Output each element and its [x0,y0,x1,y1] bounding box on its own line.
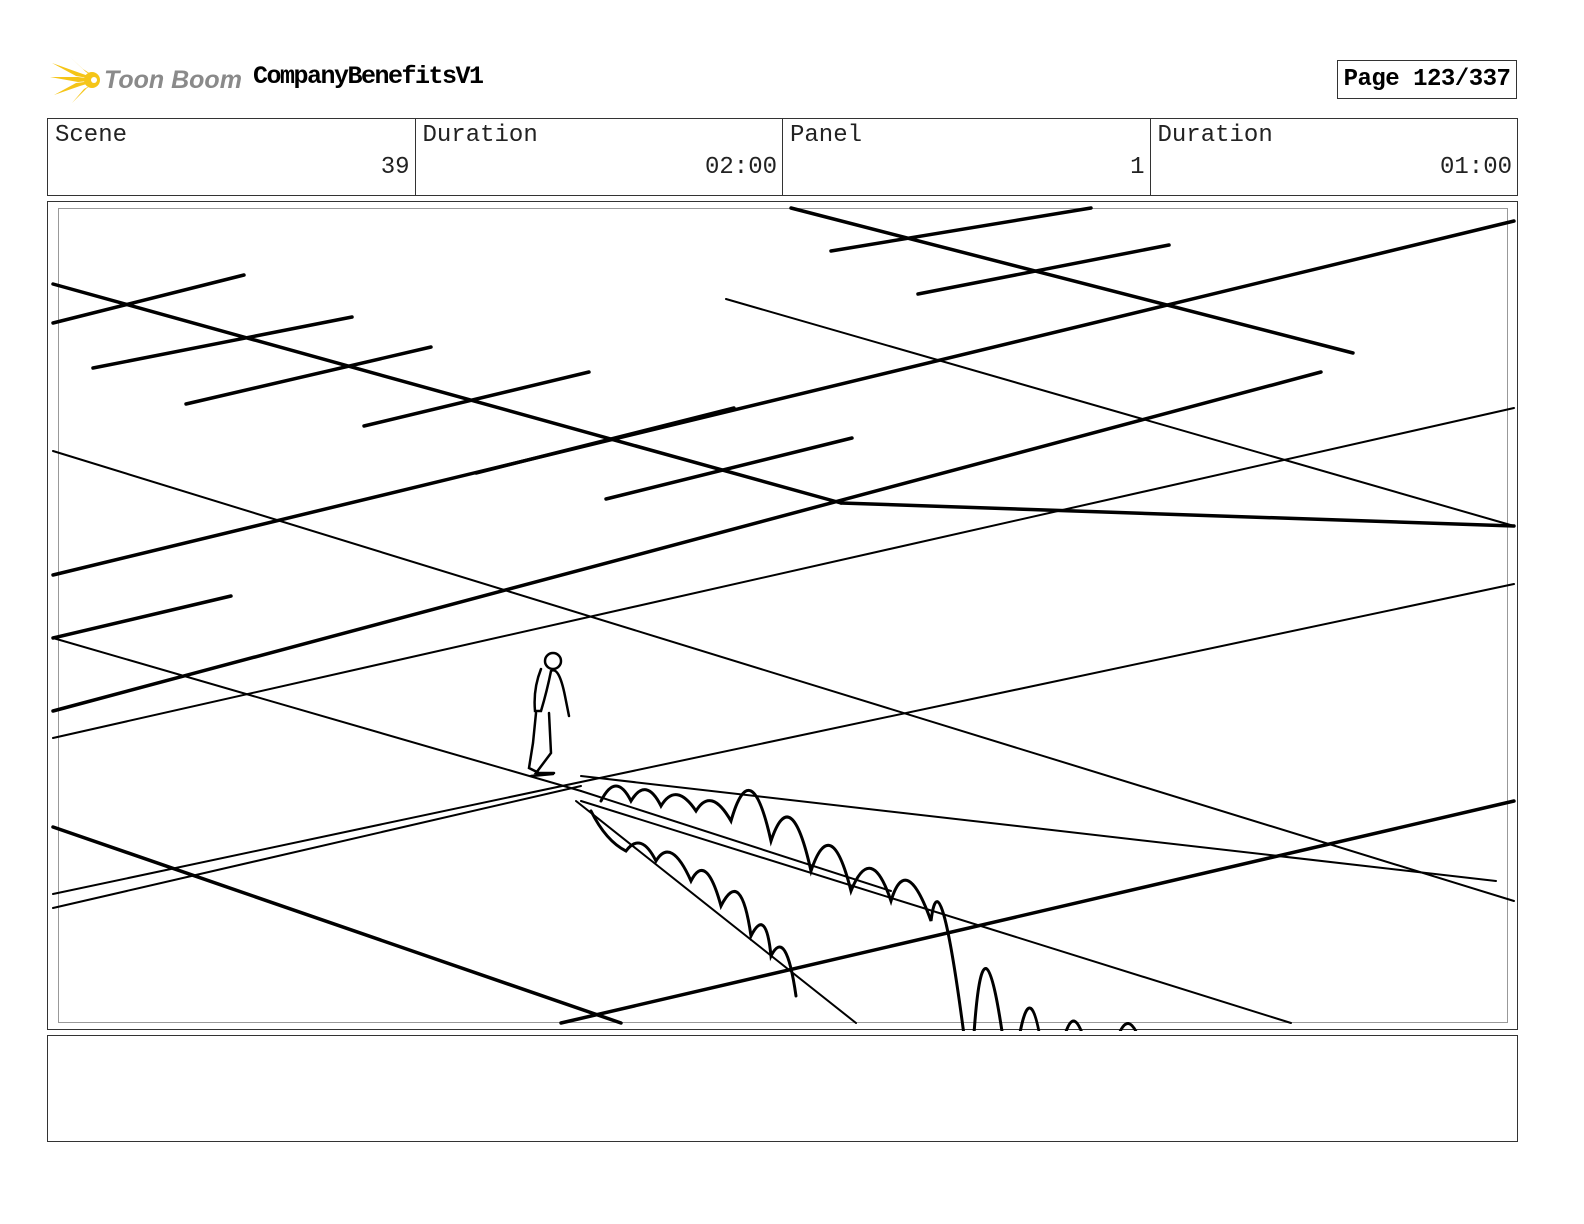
panel-info-bar: Scene 39 Duration 02:00 Panel 1 Duration… [47,118,1518,196]
logo-text: Toon Boom [104,65,242,94]
scene-cell: Scene 39 [48,119,416,195]
panel-duration-label: Duration [1157,122,1273,149]
scene-duration-cell: Duration 02:00 [416,119,783,195]
panel-cell: Panel 1 [783,119,1151,195]
scene-value: 39 [380,154,410,181]
project-title: CompanyBenefitsV1 [253,62,484,91]
panel-duration-value: 01:00 [1439,154,1512,181]
scene-duration-value: 02:00 [704,154,777,181]
walking-figure [527,651,571,778]
scene-duration-label: Duration [422,122,538,149]
scene-label: Scene [55,122,128,149]
storyboard-panel [47,201,1518,1031]
starburst-icon [50,57,100,103]
panel-safe-frame [58,208,1508,1023]
panel-label: Panel [790,122,863,149]
panel-duration-cell: Duration 01:00 [1151,119,1518,195]
panel-notes [47,1035,1518,1142]
panel-sketch [51,206,1516,1031]
page-number: Page 123/337 [1337,60,1517,99]
toon-boom-logo: Toon Boom [50,55,242,105]
panel-value: 1 [1130,154,1145,181]
